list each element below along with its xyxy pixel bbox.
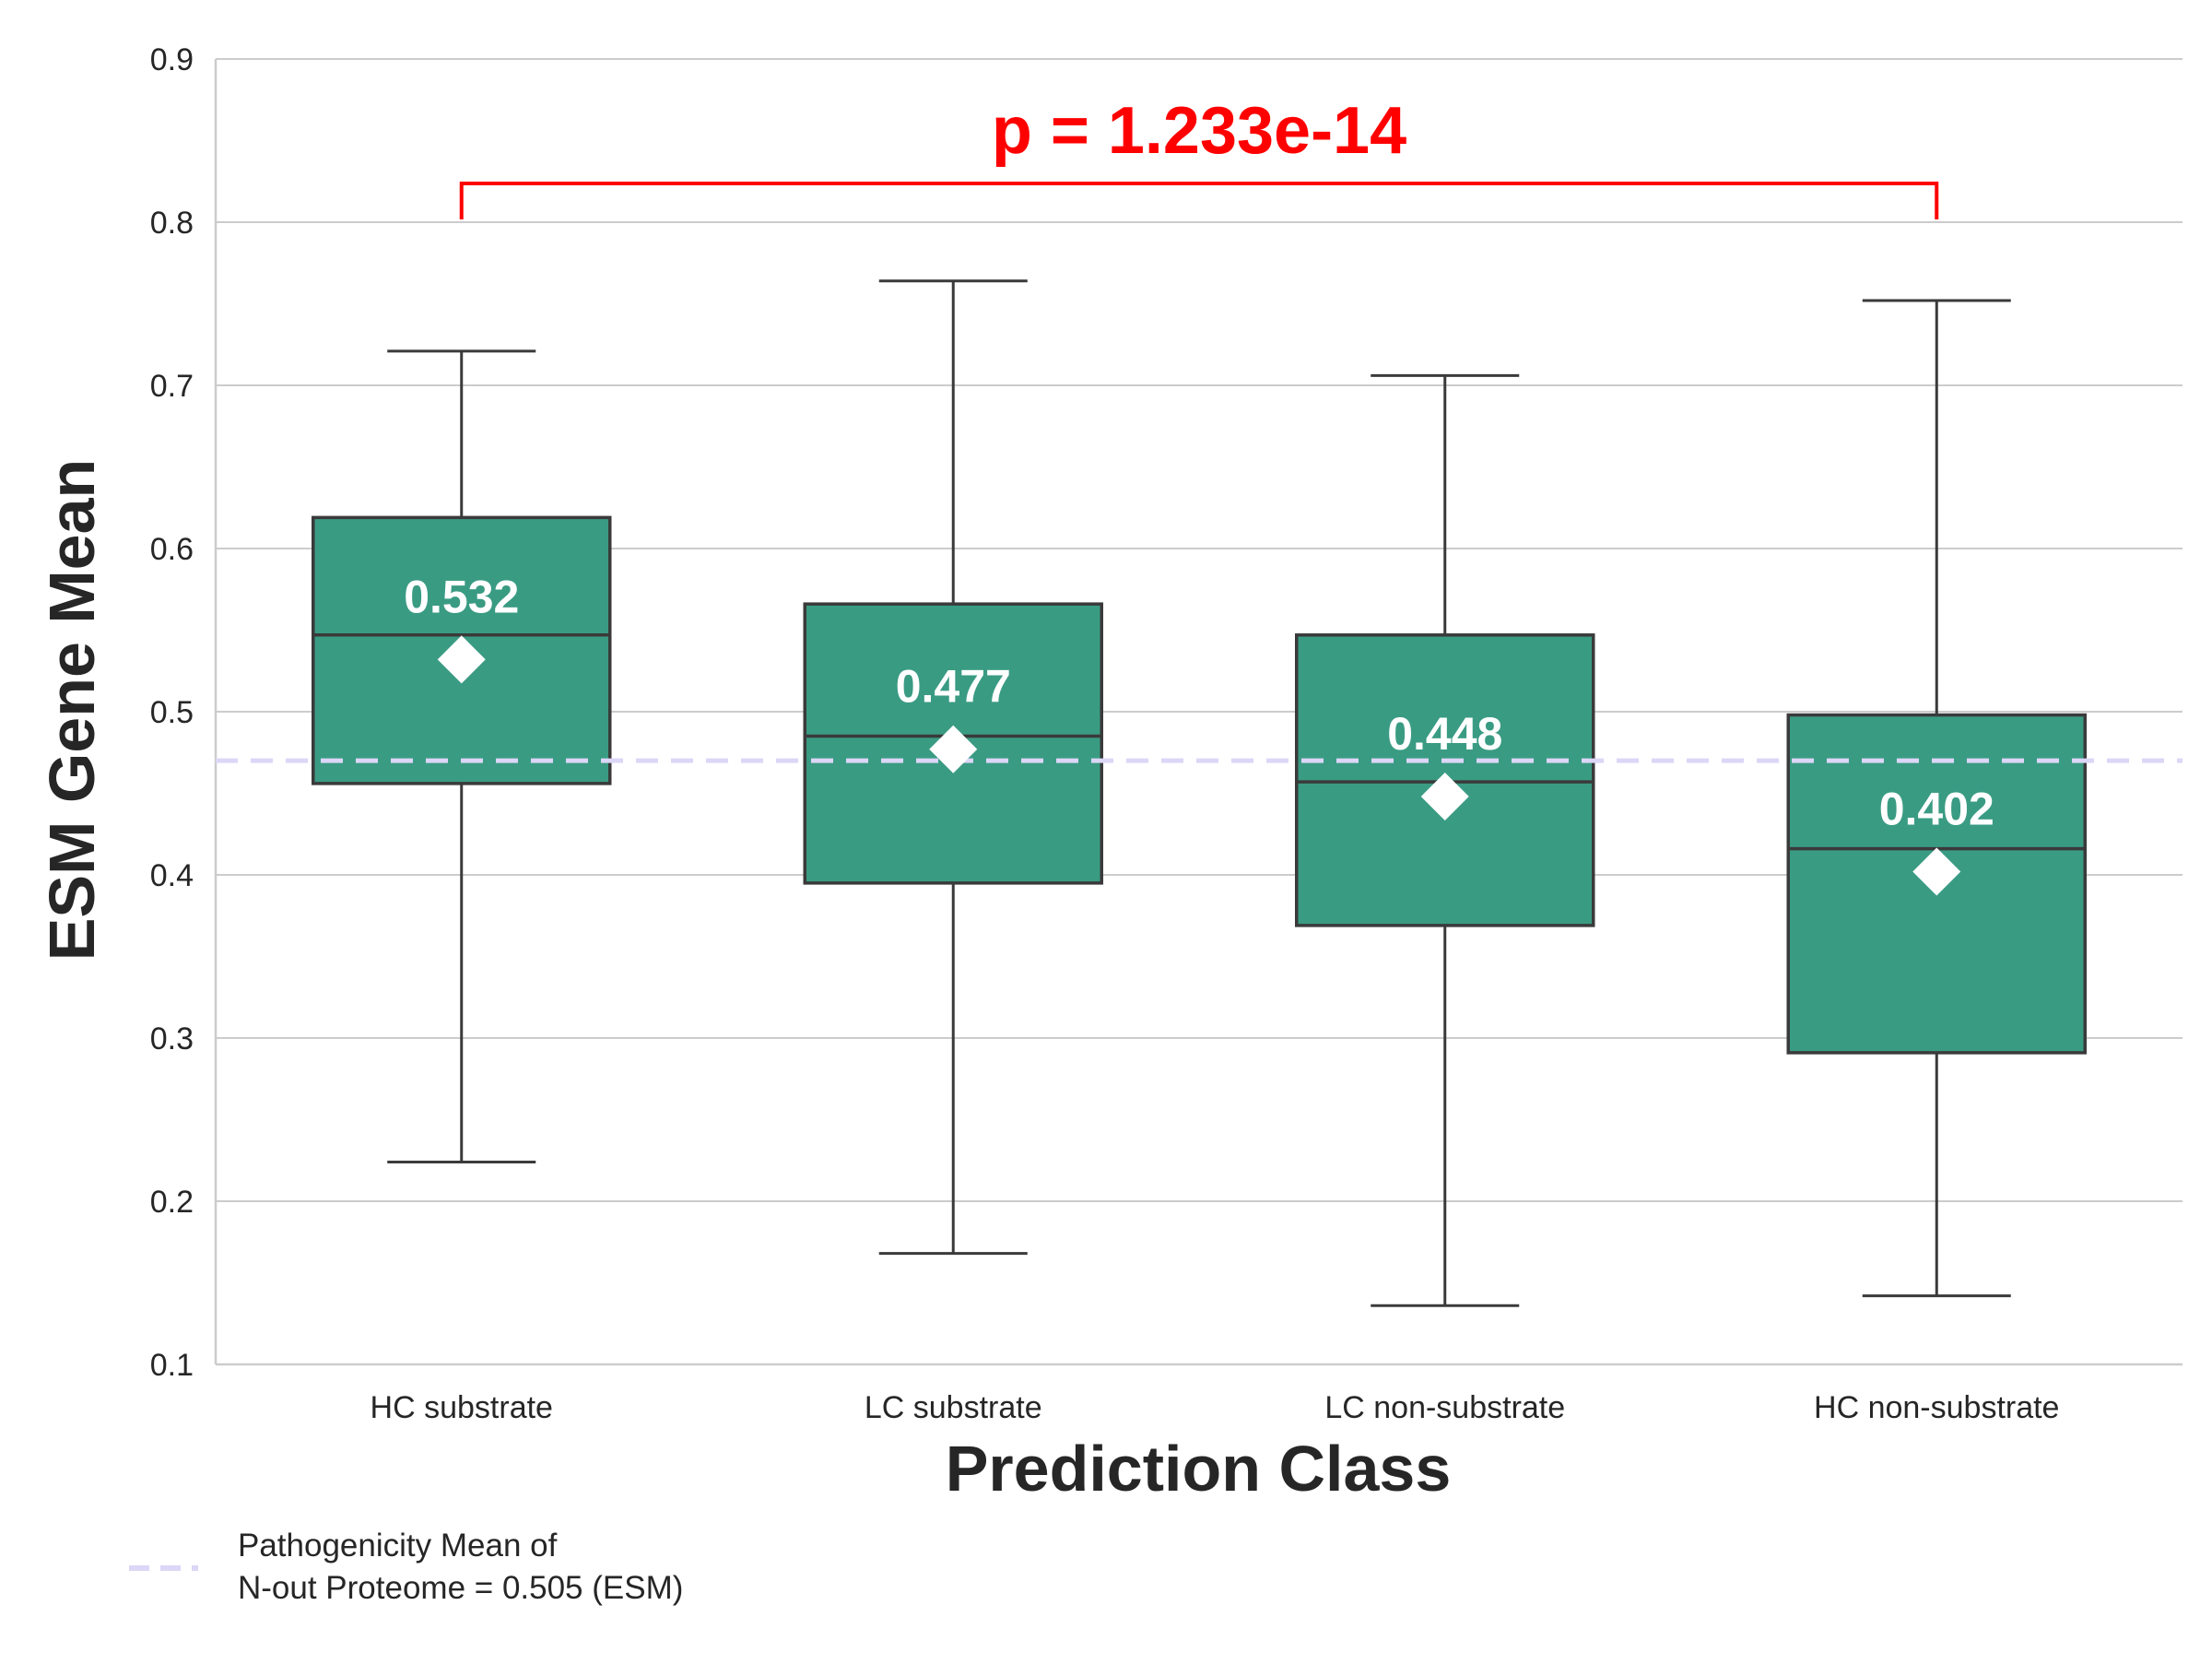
axis-layer: 0.1 0.2 0.3 0.4 0.5 0.6 0.7 0.8 0.9 HC substrate L… [150, 42, 2183, 1425]
p-value-label: p = 1.233e-14 [992, 94, 1406, 168]
y-tick-label: 0.3 [150, 1021, 194, 1056]
mean-marker [1912, 847, 1961, 896]
box-layer [312, 279, 2087, 1307]
mean-marker [929, 725, 978, 773]
significance-bracket-line [459, 182, 1939, 219]
mean-value-label: 0.477 [896, 661, 1011, 713]
legend-label-line-2: N-out Proteome = 0.505 (ESM) [238, 1570, 683, 1606]
y-tick-label: 0.4 [150, 858, 194, 893]
y-tick-label: 0.5 [150, 695, 194, 730]
significance-bracket: p = 1.233e-14 [459, 94, 1939, 219]
mean-value-label: 0.448 [1387, 708, 1502, 760]
x-tick-label: HC substrate [371, 1390, 553, 1425]
y-tick-label: 0.6 [150, 532, 194, 567]
x-axis-title: Prediction Class [946, 1433, 1452, 1505]
mean-value-label: 0.532 [404, 571, 519, 622]
y-tick-label: 0.9 [150, 42, 194, 77]
legend-label-line-1: Pathogenicity Mean of [238, 1528, 558, 1564]
mean-marker [1420, 773, 1469, 821]
box-plot-3 [1295, 373, 1595, 1307]
x-tick-label: LC non-substrate [1324, 1390, 1565, 1425]
mean-value-label: 0.402 [1879, 783, 1994, 834]
y-tick-label: 0.2 [150, 1185, 194, 1220]
label-layer: 0.532 0.477 0.448 0.402 [404, 571, 1994, 896]
y-tick-label: 0.8 [150, 206, 194, 241]
mean-marker [437, 635, 486, 684]
box-plot-1 [312, 349, 612, 1164]
y-tick-label: 0.7 [150, 369, 194, 404]
legend: Pathogenicity Mean of N-out Proteome = 0… [129, 1528, 683, 1606]
x-tick-label: HC non-substrate [1814, 1390, 2059, 1425]
y-axis-title: ESM Gene Mean [36, 459, 108, 962]
y-tick-label: 0.1 [150, 1348, 194, 1383]
x-tick-label: LC substrate [865, 1390, 1042, 1425]
box-plot-4 [1786, 299, 2087, 1298]
